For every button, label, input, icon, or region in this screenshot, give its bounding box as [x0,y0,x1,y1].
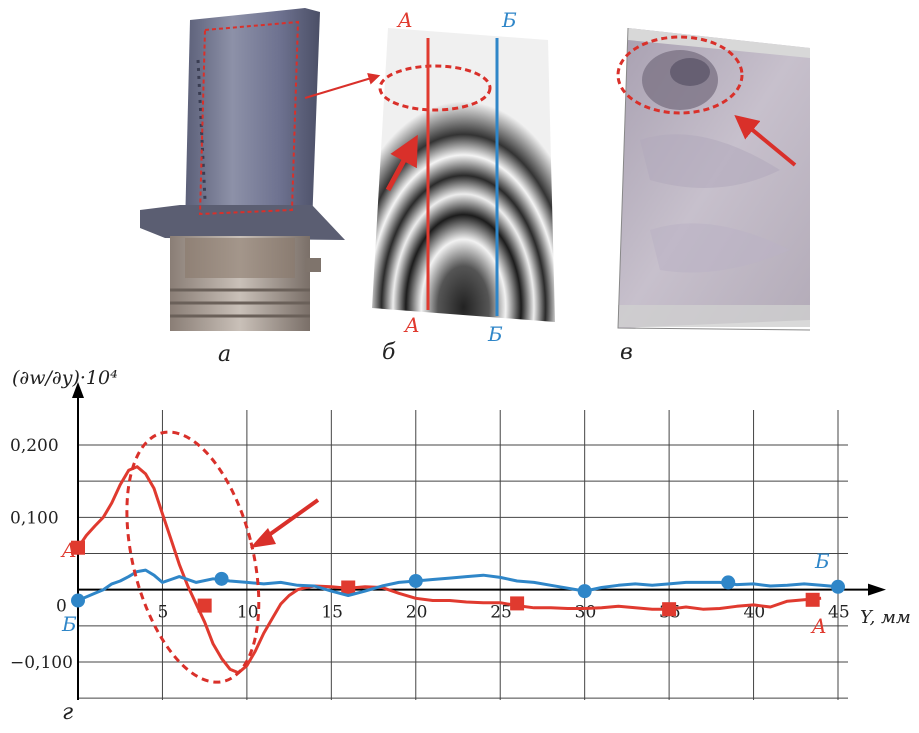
series-b-marker [408,573,423,588]
panel-label-a: а [218,342,232,367]
section-label-a-bottom: A [403,313,419,337]
defect-arrow-b [385,134,418,192]
section-label-b-bottom: Б [487,322,503,346]
series-line-a [76,465,822,675]
x-tick-label: 45 [828,603,850,623]
y-axis-arrow [72,382,84,398]
y-axis-label: (∂w/∂y)·10⁴ [12,367,118,389]
y-tick-label: 0 [56,597,67,617]
panel-label-b: б [382,340,396,365]
defect-arrow-chart-shaft [260,498,320,542]
chart-axes [72,382,886,700]
x-tick-label: 20 [406,603,428,623]
series-a-label-right: A [810,614,826,638]
defect-ellipse-c [616,35,744,115]
panel-label-g: г [62,700,74,725]
series-a-marker [341,580,356,595]
x-tick-label: 40 [744,603,766,623]
x-tick-label: 25 [490,603,512,623]
series-line-b [77,568,839,602]
roi-rectangle [198,20,300,216]
defect-ellipse-chart [125,430,261,684]
series-b-label-right: Б [814,549,830,573]
series-a-marker [510,596,525,611]
y-tick-labels: 0,200 0,100 0 −0,100 [10,436,73,673]
x-tick-label: 10 [237,603,259,623]
defect-ellipse-b [378,64,492,112]
series-b-marker [721,575,736,590]
y-tick-label: 0,100 [10,508,59,528]
y-tick-label: −0,100 [10,653,73,673]
series-b-marker [831,579,845,594]
chart-series [71,465,845,675]
blade-photo [140,8,345,331]
series-b-marker [214,571,229,586]
defect-arrow-c [734,114,797,167]
surface-3d [616,27,811,331]
chart-annotations [125,430,320,684]
series-b-marker [71,593,85,608]
series-b-label-left: Б [61,612,77,636]
series-a-marker [71,540,85,555]
series-a-label-left: A [60,538,76,562]
section-label-a-top: A [396,8,412,32]
x-axis-arrow [868,583,886,596]
section-label-b-top: Б [501,8,517,32]
chart-grid [78,410,848,700]
series-a-marker [805,592,820,607]
series-b-marker [577,584,592,599]
series-a-marker [662,602,677,617]
defect-arrow-chart-head [250,528,276,548]
fringe-map [372,28,555,322]
callout-arrow [304,73,381,99]
x-axis-label: Y, мм [860,607,911,628]
x-tick-label: 30 [575,603,597,623]
panel-label-v: в [620,340,633,365]
x-tick-label: 15 [321,603,343,623]
y-tick-label: 0,200 [10,436,59,456]
x-tick-label: 5 [157,603,168,623]
series-a-marker [197,598,212,613]
